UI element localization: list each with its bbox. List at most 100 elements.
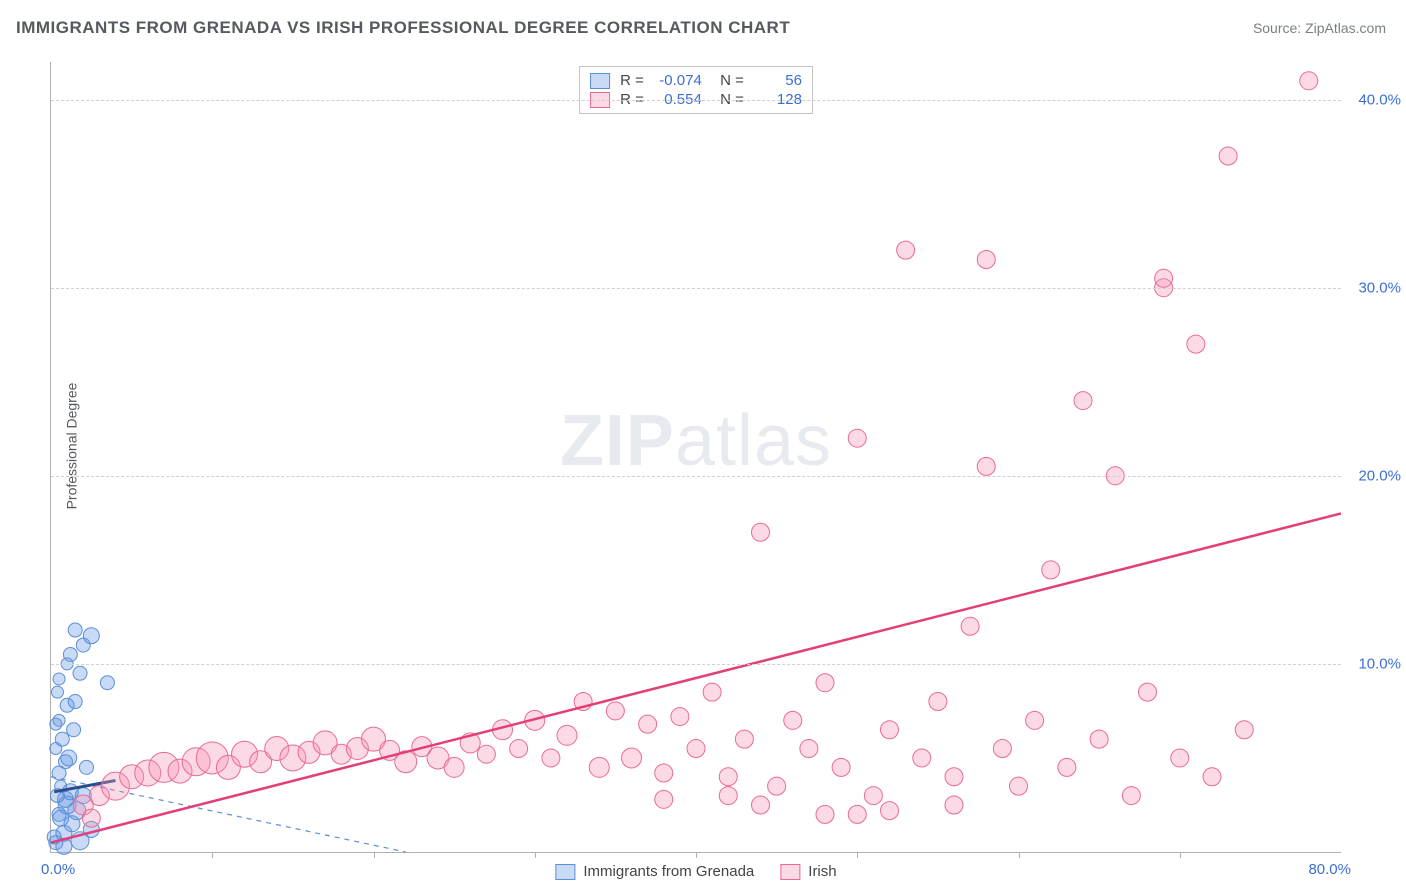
scatter-point <box>477 745 495 763</box>
scatter-point <box>864 787 882 805</box>
legend-bottom: Immigrants from Grenada Irish <box>555 863 836 880</box>
legend-swatch-pink <box>780 864 800 880</box>
scatter-point <box>1058 758 1076 776</box>
scatter-point <box>1171 749 1189 767</box>
scatter-point <box>50 718 62 730</box>
scatter-point <box>977 251 995 269</box>
scatter-point <box>752 523 770 541</box>
scatter-point <box>719 768 737 786</box>
scatter-point <box>100 676 114 690</box>
y-tick-label: 30.0% <box>1346 279 1401 296</box>
scatter-point <box>82 809 100 827</box>
scatter-point <box>1122 787 1140 805</box>
scatter-point <box>897 241 915 259</box>
scatter-point <box>929 693 947 711</box>
scatter-point <box>848 805 866 823</box>
scatter-point <box>73 666 87 680</box>
chart-title: IMMIGRANTS FROM GRENADA VS IRISH PROFESS… <box>16 18 790 38</box>
gridline-h <box>51 100 1341 101</box>
x-tick <box>696 852 697 858</box>
chart-svg <box>51 62 1341 852</box>
scatter-point <box>945 796 963 814</box>
scatter-point <box>1090 730 1108 748</box>
legend-item: Irish <box>780 863 836 880</box>
scatter-point <box>719 787 737 805</box>
x-tick <box>374 852 375 858</box>
x-tick <box>1019 852 1020 858</box>
scatter-point <box>68 623 82 637</box>
legend-item: Immigrants from Grenada <box>555 863 754 880</box>
scatter-point <box>655 764 673 782</box>
scatter-point <box>79 760 93 774</box>
gridline-h <box>51 664 1341 665</box>
scatter-point <box>816 674 834 692</box>
scatter-point <box>913 749 931 767</box>
scatter-point <box>64 816 80 832</box>
scatter-point <box>800 740 818 758</box>
scatter-point <box>687 740 705 758</box>
scatter-point <box>752 796 770 814</box>
scatter-point <box>703 683 721 701</box>
scatter-point <box>622 748 642 768</box>
y-tick-label: 20.0% <box>1346 467 1401 484</box>
legend-label: Immigrants from Grenada <box>583 863 754 880</box>
x-tick <box>857 852 858 858</box>
scatter-point <box>68 695 82 709</box>
plot-area: ZIPatlas R = -0.074 N = 56 R = 0.554 N =… <box>50 62 1341 853</box>
scatter-point <box>832 758 850 776</box>
y-tick-label: 40.0% <box>1346 91 1401 108</box>
scatter-point <box>1155 269 1173 287</box>
scatter-point <box>589 757 609 777</box>
scatter-point <box>53 673 65 685</box>
stat-r-value: -0.074 <box>650 72 702 89</box>
trend-line <box>51 513 1341 842</box>
stat-label: R = <box>620 72 644 89</box>
scatter-point <box>542 749 560 767</box>
scatter-point <box>1139 683 1157 701</box>
scatter-point <box>671 708 689 726</box>
scatter-point <box>961 617 979 635</box>
scatter-point <box>606 702 624 720</box>
scatter-point <box>55 732 69 746</box>
stat-n-value: 56 <box>750 72 802 89</box>
legend-label: Irish <box>808 863 836 880</box>
y-tick-label: 10.0% <box>1346 655 1401 672</box>
scatter-point <box>83 628 99 644</box>
scatter-point <box>881 721 899 739</box>
legend-stats-row: R = -0.074 N = 56 <box>590 71 802 90</box>
x-axis-min-label: 0.0% <box>41 861 75 878</box>
scatter-point <box>816 805 834 823</box>
scatter-point <box>1187 335 1205 353</box>
scatter-point <box>639 715 657 733</box>
scatter-point <box>784 711 802 729</box>
scatter-point <box>993 740 1011 758</box>
legend-stats: R = -0.074 N = 56 R = 0.554 N = 128 <box>579 66 813 114</box>
scatter-point <box>1300 72 1318 90</box>
scatter-point <box>1074 392 1092 410</box>
source-attribution: Source: ZipAtlas.com <box>1253 20 1386 36</box>
scatter-point <box>58 791 74 807</box>
scatter-point <box>977 457 995 475</box>
scatter-point <box>848 429 866 447</box>
scatter-point <box>768 777 786 795</box>
scatter-point <box>67 723 81 737</box>
gridline-h <box>51 288 1341 289</box>
scatter-point <box>1203 768 1221 786</box>
scatter-point <box>735 730 753 748</box>
scatter-point <box>1235 721 1253 739</box>
x-axis-max-label: 80.0% <box>1308 861 1351 878</box>
scatter-point <box>1042 561 1060 579</box>
scatter-point <box>655 790 673 808</box>
stat-label: N = <box>712 72 744 89</box>
legend-swatch-blue <box>555 864 575 880</box>
x-tick <box>212 852 213 858</box>
x-tick <box>535 852 536 858</box>
scatter-point <box>444 757 464 777</box>
scatter-point <box>557 725 577 745</box>
x-tick <box>1180 852 1181 858</box>
scatter-point <box>51 686 63 698</box>
legend-swatch-blue <box>590 73 610 89</box>
scatter-point <box>945 768 963 786</box>
scatter-point <box>510 740 528 758</box>
scatter-point <box>61 750 77 766</box>
